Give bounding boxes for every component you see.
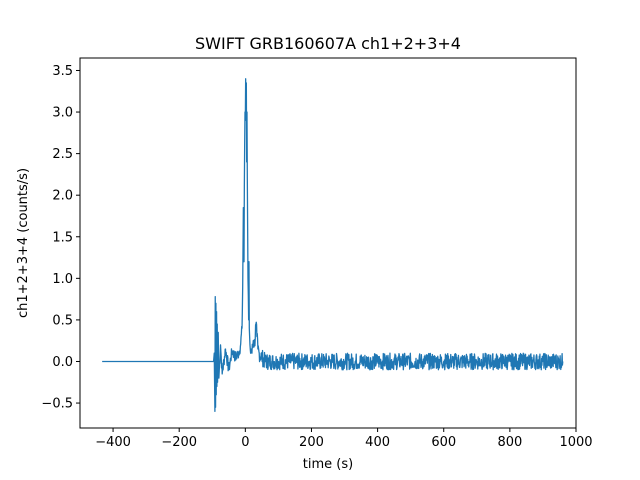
x-tick-label: 800 xyxy=(497,435,522,450)
y-tick-label: 1.5 xyxy=(52,230,73,245)
chart-title: SWIFT GRB160607A ch1+2+3+4 xyxy=(195,34,461,53)
x-tick-label: 600 xyxy=(431,435,456,450)
data-line xyxy=(102,78,564,413)
y-tick-label: 0.5 xyxy=(52,313,73,328)
y-tick-label: 2.0 xyxy=(52,189,73,204)
x-axis: −400 −200 0 200 400 600 800 1000 xyxy=(95,428,593,450)
x-tick-label: −200 xyxy=(161,435,197,450)
x-tick-label: 200 xyxy=(299,435,324,450)
y-tick-label: 1.0 xyxy=(52,272,73,287)
plot-frame xyxy=(79,57,577,429)
x-axis-label: time (s) xyxy=(303,457,353,472)
y-tick-label: 3.0 xyxy=(52,106,73,121)
y-axis-label: ch1+2+3+4 (counts/s) xyxy=(16,168,31,318)
x-tick-label: 400 xyxy=(365,435,390,450)
y-tick-label: 3.5 xyxy=(52,64,73,79)
y-tick-label: 0.0 xyxy=(52,355,73,370)
x-tick-label: 1000 xyxy=(559,435,592,450)
plot-area xyxy=(102,78,564,413)
y-axis: −0.5 0.0 0.5 1.0 1.5 2.0 2.5 3.0 3.5 xyxy=(41,64,80,412)
y-tick-label: −0.5 xyxy=(41,397,73,412)
x-tick-label: −400 xyxy=(95,435,131,450)
y-tick-label: 2.5 xyxy=(52,147,73,162)
x-tick-label: 0 xyxy=(241,435,249,450)
